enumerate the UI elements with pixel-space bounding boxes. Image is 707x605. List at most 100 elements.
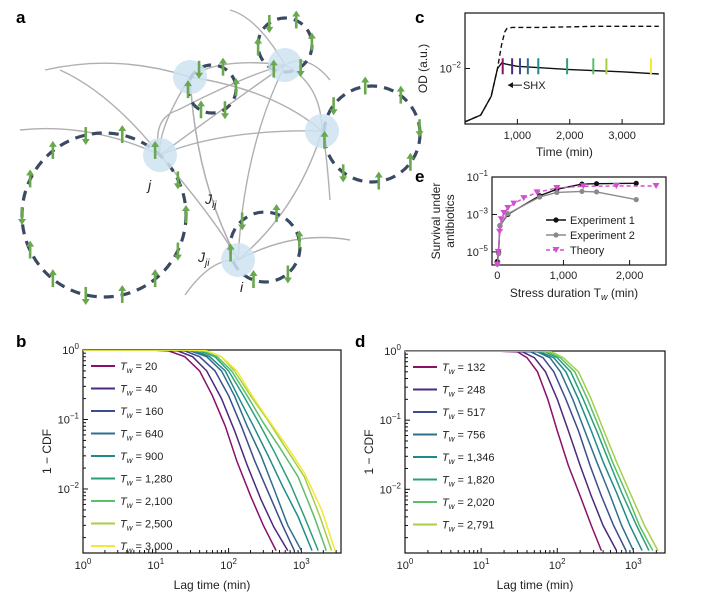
- legend-T: T: [120, 429, 128, 441]
- network-node: [143, 138, 177, 172]
- spin-head: [184, 80, 193, 87]
- spin-up-arrow-icon: [151, 269, 160, 288]
- edge-label-jji: Jji: [197, 249, 210, 269]
- legend-T: T: [442, 362, 450, 374]
- spin-head: [81, 298, 90, 305]
- node-i-label: i: [240, 279, 244, 295]
- spin-down-arrow-icon: [18, 207, 26, 225]
- legend-label: Tw = 2,500: [120, 519, 173, 533]
- spin-head: [151, 269, 160, 276]
- y-tick-label: 10−1: [58, 412, 80, 427]
- legend-T: T: [442, 430, 450, 442]
- spin-up-arrow-icon: [219, 57, 228, 76]
- spin-head: [374, 171, 383, 178]
- spin-up-arrow-icon: [396, 85, 405, 104]
- y-tick-label-base: 10: [467, 247, 479, 259]
- y-tick-label-exp: 0: [397, 343, 402, 352]
- x-tick-label: 2,000: [556, 130, 584, 142]
- legend-label: Tw = 20: [120, 361, 157, 375]
- panel-a-network-diagram: j i Jij Jji: [18, 9, 424, 305]
- legend-label: Tw = 1,280: [120, 474, 173, 488]
- x-tick-label-base: 10: [473, 560, 485, 572]
- legend-marker: [553, 232, 559, 238]
- legend-T: T: [442, 452, 450, 464]
- x-tick-label: 3,000: [608, 130, 636, 142]
- legend-value: = 1,820: [458, 475, 495, 487]
- x-tick-label: 100: [397, 557, 414, 572]
- spin-head: [182, 205, 190, 211]
- panel-e-label: e: [415, 167, 424, 186]
- y-tick-label-exp: −1: [392, 412, 402, 421]
- legend-label: Tw = 40: [120, 384, 157, 398]
- edge-curve: [189, 76, 239, 261]
- spin-down-arrow-icon: [81, 286, 90, 305]
- edge-curve: [237, 130, 323, 261]
- legend-T: T: [120, 519, 128, 531]
- y-tick-label-exp: −5: [479, 244, 489, 253]
- theory-marker: [497, 216, 505, 223]
- series-line: [83, 350, 336, 551]
- x-axis-label-sub: w: [601, 292, 608, 302]
- spin-head: [339, 176, 348, 183]
- x-axis-label: Lag time (min): [174, 578, 251, 592]
- legend-sub: w: [449, 480, 456, 489]
- legend-sub: w: [127, 411, 134, 420]
- spin-head: [18, 219, 26, 225]
- legend-sub: w: [449, 457, 456, 466]
- legend-sub: w: [127, 479, 134, 488]
- y-tick-label-exp: −2: [452, 61, 462, 70]
- y-tick-label: 100: [384, 343, 401, 358]
- series-line: [83, 350, 289, 551]
- legend-sub: w: [127, 501, 134, 510]
- spin-up-arrow-icon: [292, 10, 301, 29]
- y-tick-label-base: 10: [58, 484, 70, 496]
- spin-head: [173, 183, 182, 190]
- spin-head: [195, 72, 204, 79]
- theory-marker: [553, 184, 561, 191]
- x-tick-label-base: 10: [397, 560, 409, 572]
- spin-head: [151, 140, 160, 147]
- y-tick-label: 10−2: [58, 481, 80, 496]
- y-tick-label: 10−5: [467, 244, 489, 259]
- spin-head: [220, 113, 229, 120]
- experiment-marker: [633, 180, 639, 186]
- edge-curve: [159, 130, 323, 156]
- theory-marker: [520, 195, 528, 202]
- legend-value: = 160: [136, 406, 164, 418]
- legend-sub: w: [127, 456, 134, 465]
- y-tick-label: 10−2: [440, 61, 462, 76]
- spin-head: [295, 230, 304, 237]
- spin-head: [329, 109, 338, 116]
- spin-up-arrow-icon: [307, 32, 316, 51]
- spin-up-arrow-icon: [361, 76, 370, 95]
- x-tick-label: 100: [75, 557, 92, 572]
- x-axis-label: Stress duration Tw (min): [510, 286, 638, 302]
- shx-annotation: SHX: [523, 80, 546, 92]
- spin-up-arrow-icon: [118, 284, 127, 303]
- legend-value: = 2,100: [136, 496, 173, 508]
- theory-marker: [579, 183, 587, 190]
- y-tick-label-base: 10: [467, 172, 479, 184]
- legend-label: Tw = 132: [442, 362, 485, 376]
- legend-label: Tw = 160: [120, 406, 163, 420]
- spin-head: [269, 59, 278, 66]
- node-j-label: j: [146, 177, 152, 193]
- x-tick-label-base: 10: [293, 560, 305, 572]
- theory-marker: [533, 189, 541, 196]
- legend-T: T: [120, 384, 128, 396]
- x-tick-label-exp: 1: [485, 557, 490, 566]
- network-spins: [18, 10, 424, 305]
- series-line: [83, 350, 303, 551]
- spin-up-arrow-icon: [48, 140, 57, 159]
- panel-a-label: a: [16, 8, 26, 27]
- legend-label: Tw = 248: [442, 385, 485, 399]
- spin-head: [307, 32, 316, 39]
- spin-up-arrow-icon: [184, 80, 193, 99]
- spin-up-arrow-icon: [254, 37, 263, 56]
- legend-label: Experiment 1: [570, 215, 635, 227]
- legend-value: = 248: [458, 385, 486, 397]
- legend-label: Tw = 2,100: [120, 496, 173, 510]
- x-tick-label-exp: 3: [637, 557, 642, 566]
- spin-down-arrow-icon: [81, 127, 90, 146]
